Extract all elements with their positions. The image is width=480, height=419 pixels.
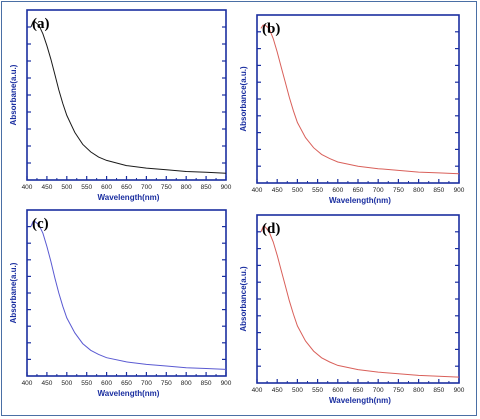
x-tick-label: 450 [41,380,52,387]
x-tick-label: 400 [22,184,33,191]
series-line [30,21,227,174]
plot-frame [26,209,227,377]
x-tick-label: 900 [454,187,465,194]
x-tick-label: 450 [272,387,283,394]
x-tick-label: 900 [454,387,465,394]
x-tick-label: 700 [141,380,152,387]
x-tick-label: 550 [312,187,323,194]
series-line [30,221,227,370]
x-tick-label: 750 [393,187,404,194]
x-tick-label: 400 [252,387,263,394]
x-tick-label: 500 [292,387,303,394]
x-tick-label: 850 [433,387,444,394]
panel-label: (b) [262,21,280,37]
x-axis-label: Wavelength(nm) [98,389,160,398]
x-tick-label: 800 [181,380,192,387]
x-tick-label: 650 [121,380,132,387]
y-axis-label: Absorbane(a.u.) [9,262,18,323]
x-axis-label: Wavelength(nm) [329,196,391,205]
x-tick-label: 750 [393,387,404,394]
x-tick-label: 450 [41,184,52,191]
panel-label: (a) [32,16,50,32]
x-tick-label: 650 [353,387,364,394]
x-tick-label: 700 [141,184,152,191]
x-axis-label: Wavelength(nm) [98,193,160,202]
x-tick-label: 600 [332,387,343,394]
plot-frame [256,14,460,184]
x-tick-label: 700 [373,187,384,194]
x-tick-label: 750 [161,380,172,387]
x-tick-label: 850 [201,380,212,387]
y-axis-label: Absorbance(a.u.) [239,266,248,332]
panel-2: 400 450 500 550 600 650 700 750 800 850 900 (b) Wave… [239,14,465,205]
x-tick-label: 400 [22,380,33,387]
x-tick-label: 650 [121,184,132,191]
x-tick-label: 550 [312,387,323,394]
series-line [260,24,460,175]
panel-1: 400 450 500 550 600 650 700 750 800 850 900 (a) Wave… [9,9,232,202]
x-tick-label: 900 [221,184,232,191]
panel-label: (c) [32,216,49,232]
panel-label: (d) [262,221,280,237]
x-tick-label: 550 [81,380,92,387]
series-line [260,226,460,378]
plot-frame [256,214,460,384]
x-tick-label: 850 [433,187,444,194]
x-tick-label: 800 [413,387,424,394]
x-tick-label: 550 [81,184,92,191]
x-tick-label: 750 [161,184,172,191]
x-tick-label: 850 [201,184,212,191]
x-tick-label: 800 [413,187,424,194]
x-tick-label: 600 [332,187,343,194]
x-tick-label: 800 [181,184,192,191]
x-tick-label: 450 [272,187,283,194]
x-tick-label: 900 [221,380,232,387]
y-axis-label: Absorbance(a.u.) [239,66,248,132]
x-tick-label: 650 [353,187,364,194]
y-axis-label: Absorbane(a.u.) [9,64,18,125]
x-tick-label: 500 [61,380,72,387]
x-tick-label: 600 [101,184,112,191]
x-tick-label: 700 [373,387,384,394]
x-tick-label: 400 [252,187,263,194]
x-tick-label: 500 [61,184,72,191]
panel-4: 400 450 500 550 600 650 700 750 800 850 900 (d) Wave… [239,214,465,405]
panel-3: 400 450 500 550 600 650 700 750 800 850 900 (c) Wave… [9,209,232,398]
x-tick-label: 500 [292,187,303,194]
x-tick-label: 600 [101,380,112,387]
x-axis-label: Wavelength(nm) [329,396,391,405]
plot-frame [26,9,227,181]
